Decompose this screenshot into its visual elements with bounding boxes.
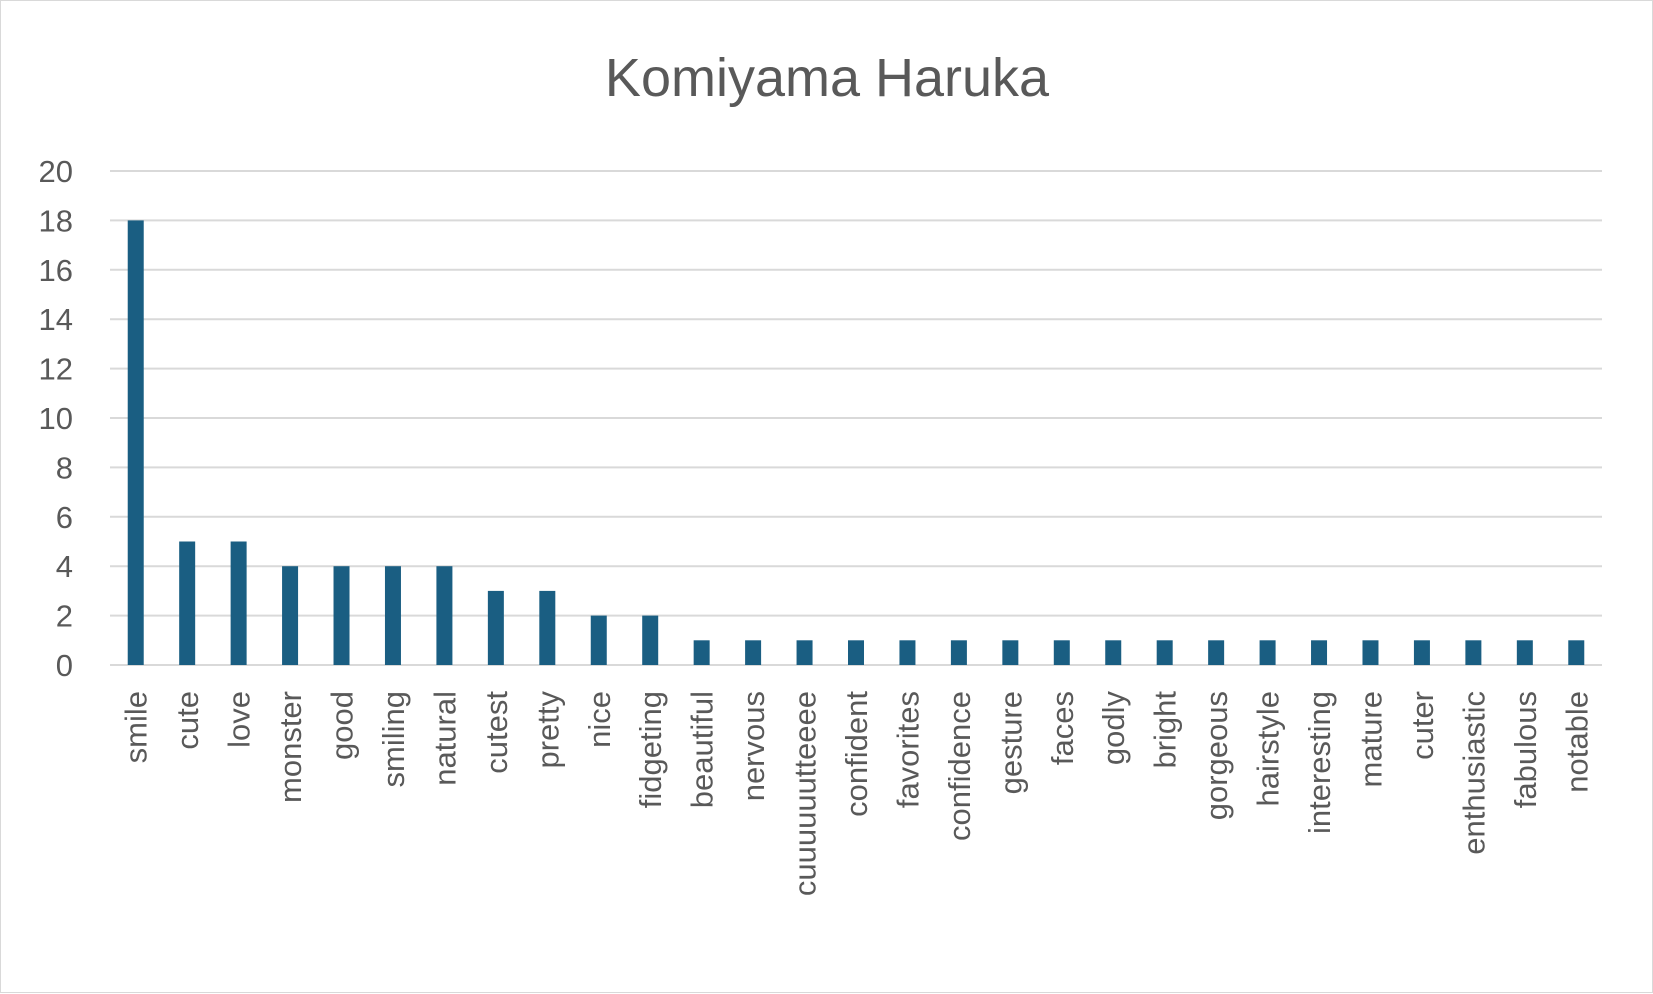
x-tick-label: faces (1045, 691, 1080, 765)
bar-fidgeting (642, 615, 659, 665)
bar-bright (1156, 640, 1173, 665)
y-tick-label: 18 (39, 203, 73, 238)
x-tick-label: enthusiastic (1456, 691, 1491, 855)
x-tick-label: gorgeous (1199, 691, 1234, 820)
x-tick-label: mature (1353, 691, 1388, 787)
gridlines (110, 170, 1602, 666)
bar-hairstyle (1259, 640, 1276, 665)
bar-monster (282, 566, 299, 665)
bar-nice (590, 615, 607, 665)
bar-cuuuuuutteeee (796, 640, 813, 665)
x-tick-label: notable (1559, 691, 1594, 793)
bar-godly (1105, 640, 1122, 665)
y-tick-label: 12 (39, 352, 73, 387)
bar-fabulous (1516, 640, 1533, 665)
x-tick-label: gesture (993, 691, 1028, 794)
bar-favorites (899, 640, 916, 665)
y-tick-label: 2 (56, 599, 73, 634)
bars (127, 220, 1585, 665)
x-tick-label: confidence (942, 691, 977, 841)
x-tick-label: hairstyle (1251, 691, 1286, 806)
bar-mature (1362, 640, 1379, 665)
x-tick-label: smiling (376, 691, 411, 787)
y-tick-label: 16 (39, 253, 73, 288)
x-tick-label: pretty (530, 691, 565, 769)
x-tick-label: cutest (479, 691, 514, 774)
x-tick-label: favorites (890, 691, 925, 808)
bar-natural (436, 566, 453, 665)
bar-smile (127, 220, 144, 665)
bar-beautiful (693, 640, 710, 665)
bar-interesting (1311, 640, 1328, 665)
x-tick-label: beautiful (685, 691, 720, 808)
x-tick-label: nervous (736, 691, 771, 801)
x-tick-label: confident (839, 691, 874, 817)
x-tick-label: good (325, 691, 360, 760)
bar-nervous (745, 640, 762, 665)
bar-love (230, 541, 247, 665)
x-tick-label: nice (582, 691, 617, 748)
x-axis-labels: smile cute love monster good smiling natural cu… (119, 691, 1595, 897)
y-axis-ticks: 0 2 4 6 8 10 12 14 16 18 20 (39, 154, 73, 683)
x-tick-label: cute (170, 691, 205, 750)
x-tick-label: monster (273, 691, 308, 803)
bar-notable (1568, 640, 1585, 665)
bar-confident (848, 640, 864, 665)
bar-confidence (950, 640, 967, 665)
y-tick-label: 0 (56, 648, 73, 683)
y-tick-label: 20 (39, 154, 73, 189)
chart-title: Komiyama Haruka (605, 48, 1050, 108)
y-tick-label: 8 (56, 450, 73, 485)
x-tick-label: interesting (1302, 691, 1337, 834)
bar-gorgeous (1208, 640, 1225, 665)
x-tick-label: godly (1096, 691, 1131, 766)
y-tick-label: 14 (39, 302, 73, 337)
x-tick-label: fidgeting (633, 691, 668, 808)
bar-enthusiastic (1465, 640, 1482, 665)
x-tick-label: love (222, 691, 257, 748)
x-tick-label: natural (427, 691, 462, 786)
x-tick-label: cuter (1405, 691, 1440, 760)
bar-gesture (1002, 640, 1019, 665)
bar-cuter (1413, 640, 1430, 665)
bar-pretty (539, 590, 556, 665)
bar-cute (179, 541, 196, 665)
x-tick-label: fabulous (1508, 691, 1543, 808)
y-tick-label: 6 (56, 500, 73, 535)
bar-smiling (384, 566, 401, 665)
bar-cutest (487, 590, 504, 665)
bar-good (333, 566, 350, 665)
bar-faces (1053, 640, 1070, 665)
x-tick-label: cuuuuuutteeee (788, 691, 823, 896)
y-tick-label: 10 (39, 401, 73, 436)
y-tick-label: 4 (56, 549, 73, 584)
x-tick-label: bright (1148, 691, 1183, 769)
x-tick-label: smile (119, 691, 154, 763)
